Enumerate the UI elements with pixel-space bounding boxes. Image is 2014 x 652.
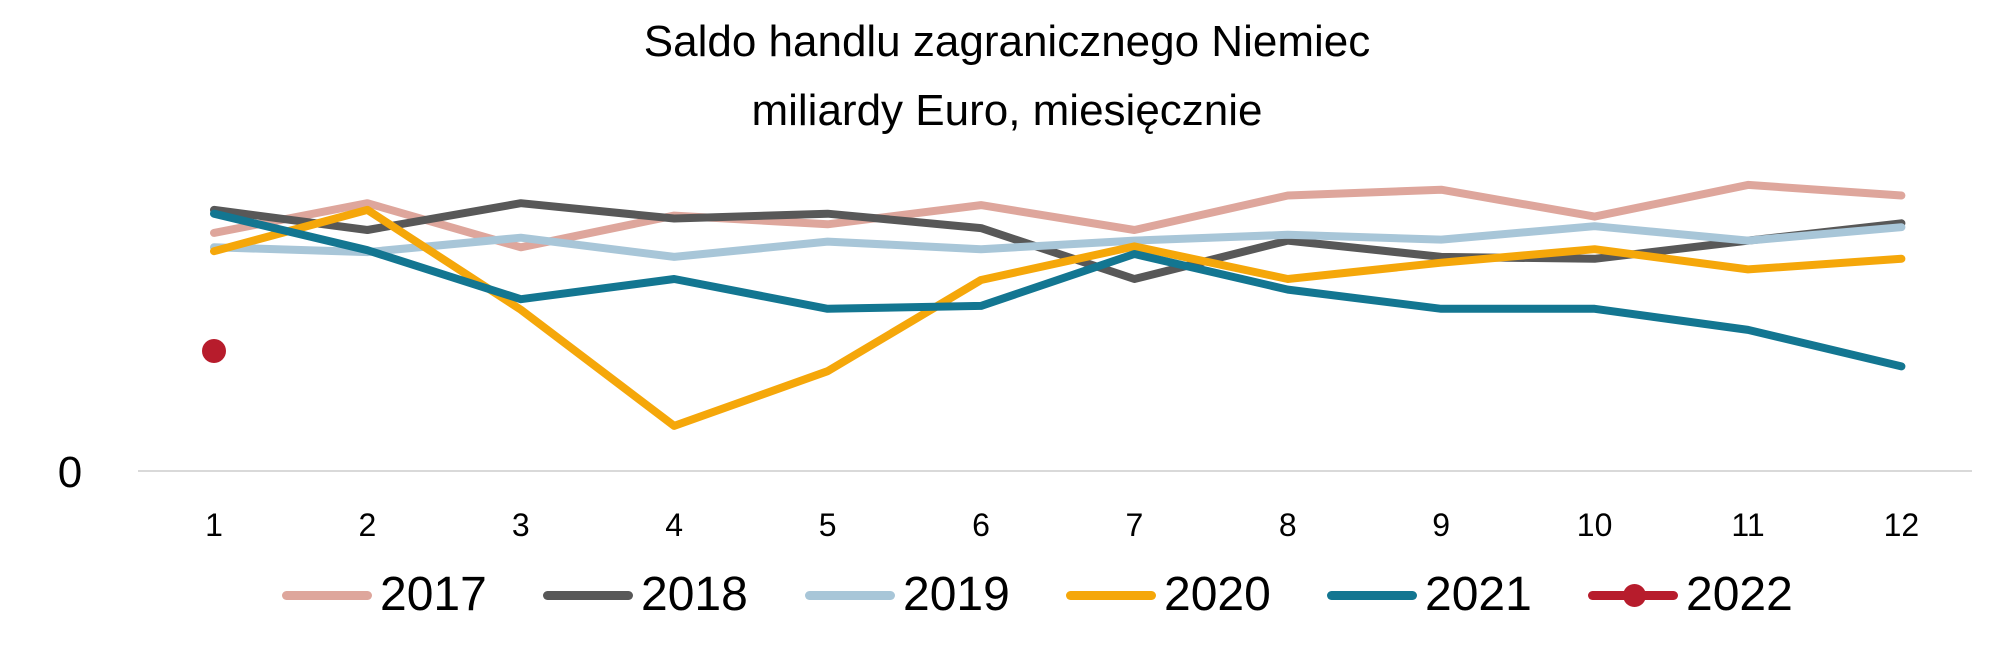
series-line-2019 <box>210 222 1906 261</box>
x-tick-label: 2 <box>359 507 377 543</box>
legend-item-2022: 2022 <box>1586 560 1793 630</box>
y-tick-label: 0 <box>58 448 82 497</box>
x-tick-label: 1 <box>205 507 223 543</box>
legend-item-2017: 2017 <box>280 560 487 630</box>
legend-label-2018: 2018 <box>641 568 748 621</box>
chart-title-line-2: miliardy Euro, miesięcznie <box>751 86 1263 135</box>
legend-label-2019: 2019 <box>903 568 1010 621</box>
legend-label-2021: 2021 <box>1425 568 1532 621</box>
x-tick-label: 11 <box>1731 507 1764 543</box>
legend-swatch-2021 <box>1325 560 1419 630</box>
chart-legend: 2017 2018 2019 2020 2021 2022 <box>0 560 2014 630</box>
legend-item-2020: 2020 <box>1064 560 1271 630</box>
series-line-2021 <box>210 209 1906 371</box>
x-tick-label: 9 <box>1432 507 1450 543</box>
chart-plot: 01 2 3 4 5 6 7 8 9 10 11 12 <box>58 180 1972 543</box>
x-tick-label: 4 <box>665 507 683 543</box>
x-tick-label: 3 <box>512 507 530 543</box>
legend-item-2019: 2019 <box>803 560 1010 630</box>
x-tick-label: 10 <box>1577 507 1613 543</box>
legend-swatch-2017 <box>280 560 374 630</box>
chart-title-line-1: Saldo handlu zagranicznego Niemiec <box>643 17 1371 66</box>
legend-swatch-2022 <box>1586 560 1680 630</box>
x-tick-label: 7 <box>1126 507 1144 543</box>
legend-swatch-2020 <box>1064 560 1158 630</box>
x-tick-label: 5 <box>819 507 837 543</box>
series-point-2022 <box>202 339 226 363</box>
legend-swatch-2019 <box>803 560 897 630</box>
legend-label-2017: 2017 <box>380 568 487 621</box>
legend-label-2020: 2020 <box>1164 568 1271 621</box>
legend-label-2022: 2022 <box>1686 568 1793 621</box>
x-tick-label: 8 <box>1279 507 1297 543</box>
legend-item-2021: 2021 <box>1325 560 1532 630</box>
x-tick-label: 12 <box>1884 507 1920 543</box>
legend-item-2018: 2018 <box>541 560 748 630</box>
legend-swatch-2018 <box>541 560 635 630</box>
x-tick-label: 6 <box>972 507 990 543</box>
